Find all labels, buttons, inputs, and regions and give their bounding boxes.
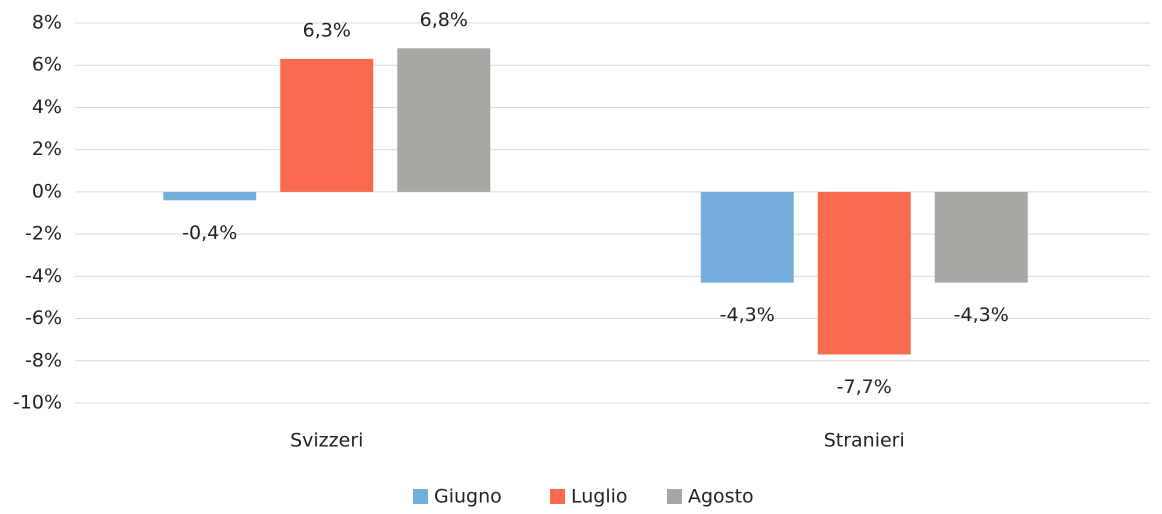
- bar: [700, 191, 794, 283]
- y-tick-label: -4%: [25, 265, 62, 287]
- data-label: 6,8%: [420, 9, 468, 31]
- y-tick-label: -2%: [25, 223, 62, 245]
- y-tick-label: 6%: [32, 54, 62, 76]
- legend-swatch: [413, 489, 428, 504]
- y-tick-label: 4%: [32, 96, 62, 118]
- data-label: -0,4%: [182, 222, 237, 244]
- bar: [934, 191, 1028, 283]
- bar: [280, 58, 374, 192]
- y-tick-label: -6%: [25, 307, 62, 329]
- bar: [397, 48, 491, 192]
- bar: [817, 191, 911, 355]
- y-tick-label: -8%: [25, 349, 62, 371]
- legend-swatch: [667, 489, 682, 504]
- y-tick-label: 2%: [32, 138, 62, 160]
- y-tick-label: 0%: [32, 180, 62, 202]
- legend-label: Giugno: [434, 486, 502, 508]
- data-label: -7,7%: [837, 376, 892, 398]
- y-tick-label: 8%: [32, 12, 62, 34]
- legend-label: Luglio: [571, 486, 628, 508]
- data-label: 6,3%: [303, 19, 351, 41]
- data-label: -4,3%: [954, 304, 1009, 326]
- legend-label: Agosto: [688, 486, 754, 508]
- x-tick-label: Stranieri: [824, 430, 905, 452]
- bar: [163, 191, 257, 201]
- legend-swatch: [550, 489, 565, 504]
- y-tick-label: -10%: [13, 392, 62, 414]
- x-tick-label: Svizzeri: [290, 430, 363, 452]
- data-label: -4,3%: [720, 304, 775, 326]
